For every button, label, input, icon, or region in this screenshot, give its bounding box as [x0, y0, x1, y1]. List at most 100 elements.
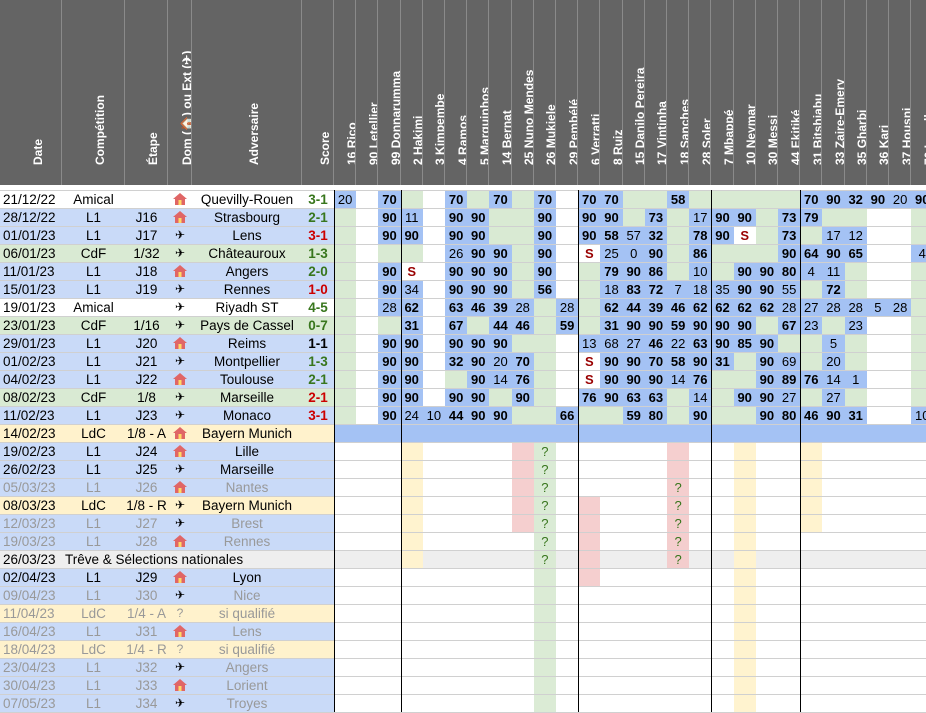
header-player-5[interactable]: 4 Ramos: [445, 0, 468, 185]
minutes-cell[interactable]: [622, 586, 645, 604]
minutes-cell[interactable]: [511, 424, 534, 442]
minutes-cell[interactable]: [800, 388, 823, 406]
minutes-cell[interactable]: [800, 676, 823, 694]
header-player-24[interactable]: 36 Kari: [866, 0, 889, 185]
minutes-cell[interactable]: 58: [667, 352, 690, 370]
minutes-cell[interactable]: [489, 226, 512, 244]
minutes-cell[interactable]: [556, 388, 579, 406]
minutes-cell[interactable]: 86: [644, 262, 667, 280]
minutes-cell[interactable]: 72: [644, 280, 667, 298]
minutes-cell[interactable]: [356, 442, 379, 460]
stage-cell[interactable]: J25: [125, 460, 168, 478]
minutes-cell[interactable]: 90: [467, 244, 490, 262]
minutes-cell[interactable]: [755, 586, 778, 604]
minutes-cell[interactable]: [866, 370, 889, 388]
minutes-cell[interactable]: 70: [578, 190, 601, 208]
minutes-cell[interactable]: 90: [644, 316, 667, 334]
minutes-cell[interactable]: [622, 694, 645, 712]
minutes-cell[interactable]: 31: [400, 316, 423, 334]
minutes-cell[interactable]: [356, 478, 379, 496]
minutes-cell[interactable]: 14: [689, 388, 712, 406]
minutes-cell[interactable]: 90: [378, 352, 401, 370]
minutes-cell[interactable]: [533, 352, 556, 370]
minutes-cell[interactable]: [689, 532, 712, 550]
minutes-cell[interactable]: [911, 640, 926, 658]
minutes-cell[interactable]: 20: [334, 190, 357, 208]
minutes-cell[interactable]: [844, 514, 867, 532]
date-cell[interactable]: 09/04/23: [0, 586, 62, 604]
minutes-cell[interactable]: 90: [467, 370, 490, 388]
minutes-cell[interactable]: 90: [622, 262, 645, 280]
opponent-cell[interactable]: Strasbourg: [192, 208, 302, 226]
minutes-cell[interactable]: [378, 586, 401, 604]
minutes-cell[interactable]: [422, 568, 445, 586]
minutes-cell[interactable]: [822, 514, 845, 532]
minutes-cell[interactable]: [711, 478, 734, 496]
minutes-cell[interactable]: 10: [689, 262, 712, 280]
minutes-cell[interactable]: [844, 694, 867, 712]
minutes-cell[interactable]: [755, 676, 778, 694]
minutes-cell[interactable]: 90: [467, 262, 490, 280]
minutes-cell[interactable]: [334, 334, 357, 352]
stage-cell[interactable]: 1/8: [125, 388, 168, 406]
stage-cell[interactable]: J28: [125, 532, 168, 550]
minutes-cell[interactable]: [511, 208, 534, 226]
minutes-cell[interactable]: 86: [689, 244, 712, 262]
minutes-cell[interactable]: [911, 442, 926, 460]
minutes-cell[interactable]: [556, 190, 579, 208]
opponent-cell[interactable]: Lorient: [192, 676, 302, 694]
minutes-cell[interactable]: [689, 694, 712, 712]
minutes-cell[interactable]: [711, 244, 734, 262]
minutes-cell[interactable]: [445, 640, 468, 658]
minutes-cell[interactable]: [644, 586, 667, 604]
minutes-cell[interactable]: [334, 298, 357, 316]
minutes-cell[interactable]: [556, 262, 579, 280]
minutes-cell[interactable]: [889, 316, 912, 334]
minutes-cell[interactable]: 90: [755, 334, 778, 352]
minutes-cell[interactable]: [422, 586, 445, 604]
minutes-cell[interactable]: 67: [778, 316, 801, 334]
opponent-cell[interactable]: Montpellier: [192, 352, 302, 370]
minutes-cell[interactable]: 28: [844, 298, 867, 316]
minutes-cell[interactable]: [911, 298, 926, 316]
minutes-cell[interactable]: [600, 676, 623, 694]
minutes-cell[interactable]: [334, 622, 357, 640]
minutes-cell[interactable]: 78: [689, 226, 712, 244]
minutes-cell[interactable]: [822, 550, 845, 568]
minutes-cell[interactable]: 63: [622, 388, 645, 406]
minutes-cell[interactable]: [711, 262, 734, 280]
minutes-cell[interactable]: [755, 604, 778, 622]
minutes-cell[interactable]: [578, 460, 601, 478]
minutes-cell[interactable]: 0: [622, 244, 645, 262]
header-player-4[interactable]: 3 Kimpembe: [422, 0, 445, 185]
minutes-cell[interactable]: [889, 514, 912, 532]
minutes-cell[interactable]: [866, 604, 889, 622]
competition-cell[interactable]: CdF: [62, 388, 125, 406]
minutes-cell[interactable]: 62: [711, 298, 734, 316]
minutes-cell[interactable]: [334, 532, 357, 550]
minutes-cell[interactable]: [911, 568, 926, 586]
opponent-cell[interactable]: Rennes: [192, 532, 302, 550]
minutes-cell[interactable]: 67: [445, 316, 468, 334]
minutes-cell[interactable]: [422, 676, 445, 694]
minutes-cell[interactable]: [889, 478, 912, 496]
stage-cell[interactable]: J21: [125, 352, 168, 370]
minutes-cell[interactable]: [356, 532, 379, 550]
minutes-cell[interactable]: [711, 604, 734, 622]
minutes-cell[interactable]: [600, 424, 623, 442]
minutes-cell[interactable]: [866, 622, 889, 640]
minutes-cell[interactable]: [644, 694, 667, 712]
minutes-cell[interactable]: 76: [800, 370, 823, 388]
minutes-cell[interactable]: [533, 406, 556, 424]
minutes-cell[interactable]: [556, 352, 579, 370]
minutes-cell[interactable]: [778, 460, 801, 478]
minutes-cell[interactable]: [622, 478, 645, 496]
header-player-2[interactable]: 99 Donnarumma: [378, 0, 401, 185]
minutes-cell[interactable]: 90: [600, 388, 623, 406]
minutes-cell[interactable]: 73: [644, 208, 667, 226]
minutes-cell[interactable]: [422, 298, 445, 316]
date-cell[interactable]: 07/05/23: [0, 694, 62, 712]
minutes-cell[interactable]: [889, 640, 912, 658]
minutes-cell[interactable]: [689, 190, 712, 208]
minutes-cell[interactable]: 90: [489, 406, 512, 424]
